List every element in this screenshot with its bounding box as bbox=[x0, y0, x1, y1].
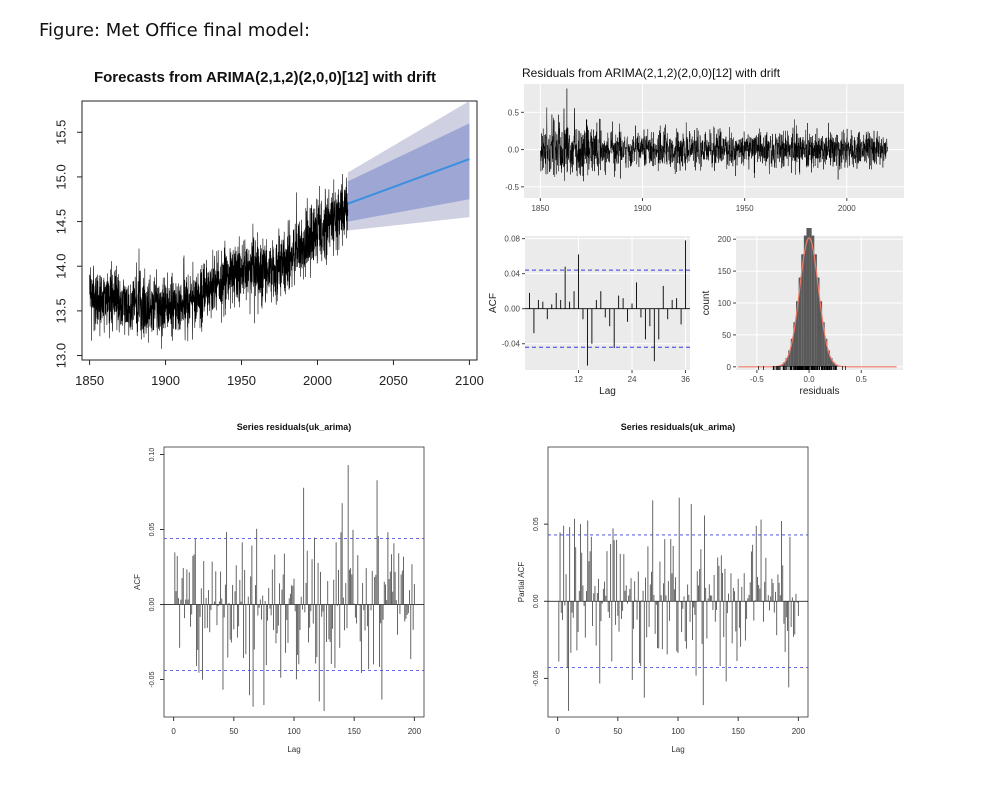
y-tick-label: 0.00 bbox=[504, 305, 520, 314]
histogram-bar bbox=[806, 228, 810, 367]
x-tick-label: 12 bbox=[574, 375, 583, 384]
x-tick-label: 100 bbox=[287, 727, 301, 736]
x-tick-label: 0.5 bbox=[856, 375, 868, 384]
x-tick-label: 200 bbox=[792, 727, 806, 736]
histogram-bar bbox=[796, 301, 799, 367]
x-tick-label: 1900 bbox=[151, 373, 180, 388]
forecast-chart: Forecasts from ARIMA(2,1,2)(2,0,0)[12] w… bbox=[53, 69, 484, 388]
y-tick-label: 0 bbox=[727, 363, 732, 372]
y-axis-label: ACF bbox=[488, 293, 499, 313]
plot-frame bbox=[547, 446, 809, 718]
x-tick-label: 150 bbox=[348, 727, 362, 736]
histogram-bar bbox=[801, 254, 804, 367]
x-tick-label: 100 bbox=[671, 727, 685, 736]
y-tick-label: 50 bbox=[722, 331, 731, 340]
y-tick-label: 0.0 bbox=[508, 146, 520, 155]
chart-title: Series residuals(uk_arima) bbox=[237, 422, 352, 432]
x-tick-label: 1950 bbox=[736, 204, 754, 213]
prediction-interval-80 bbox=[347, 123, 470, 222]
y-tick-label: 0.00 bbox=[149, 598, 156, 612]
x-tick-label: 0 bbox=[555, 727, 560, 736]
history-series-line bbox=[89, 173, 349, 349]
histogram-bar bbox=[822, 322, 825, 367]
x-axis-label: Lag bbox=[287, 745, 300, 754]
histogram-bar bbox=[819, 301, 823, 367]
histogram-bar bbox=[832, 362, 836, 367]
x-tick-label: 2050 bbox=[379, 373, 408, 388]
x-tick-label: 200 bbox=[408, 727, 422, 736]
y-tick-label: 0.5 bbox=[508, 108, 520, 117]
density-curve bbox=[738, 237, 897, 368]
y-axis-label: Partial ACF bbox=[517, 562, 526, 603]
x-tick-label: 36 bbox=[681, 375, 690, 384]
x-tick-label: 50 bbox=[229, 727, 238, 736]
chart-title: Series residuals(uk_arima) bbox=[621, 422, 736, 432]
x-tick-label: 1850 bbox=[75, 373, 104, 388]
histogram-bar bbox=[785, 357, 789, 367]
y-tick-label: 15.5 bbox=[53, 120, 68, 145]
chart-title: Residuals from ARIMA(2,1,2)(2,0,0)[12] w… bbox=[522, 66, 781, 80]
y-axis-label: count bbox=[701, 291, 712, 316]
histogram-bar bbox=[827, 350, 830, 367]
x-tick-label: 2000 bbox=[838, 204, 856, 213]
histogram-bar bbox=[824, 338, 828, 367]
histogram-bar bbox=[829, 357, 833, 367]
y-tick-label: 0.04 bbox=[504, 270, 520, 279]
histogram-bar bbox=[790, 338, 794, 367]
y-tick-label: 14.0 bbox=[53, 254, 68, 279]
y-tick-label: 0.08 bbox=[504, 235, 520, 244]
x-tick-label: 0 bbox=[171, 727, 176, 736]
x-axis-label: Lag bbox=[671, 745, 684, 754]
y-tick-label: 0.00 bbox=[533, 594, 540, 608]
x-tick-label: 1950 bbox=[227, 373, 256, 388]
y-tick-label: 0.10 bbox=[149, 448, 156, 462]
histogram-bar bbox=[809, 228, 812, 367]
y-axis-label: ACF bbox=[133, 574, 142, 590]
x-tick-label: 24 bbox=[628, 375, 637, 384]
y-tick-label: 13.5 bbox=[53, 298, 68, 323]
histogram-bar bbox=[814, 254, 817, 367]
plot-panel bbox=[525, 236, 690, 370]
histogram-bar bbox=[793, 322, 797, 367]
figure-caption: Figure: Met Office final model: bbox=[39, 20, 311, 41]
x-tick-label: 0.0 bbox=[804, 375, 816, 384]
series-pacf-chart: Series residuals(uk_arima) 0 50 100 150 200 -0… bbox=[517, 422, 809, 754]
y-tick-label: 13.0 bbox=[53, 343, 68, 368]
y-tick-label: -0.04 bbox=[502, 340, 521, 349]
residual-series-line bbox=[540, 88, 888, 182]
x-axis-label: Lag bbox=[599, 386, 616, 397]
x-tick-label: 150 bbox=[732, 727, 746, 736]
y-tick-label: 0.05 bbox=[533, 517, 540, 531]
histogram-bar bbox=[788, 350, 791, 367]
residual-acf-chart: 12 24 36 -0.04 0.00 0.04 0.08 Lag ACF bbox=[488, 235, 691, 397]
histogram-bar bbox=[816, 277, 820, 367]
y-tick-label: -0.05 bbox=[533, 670, 540, 686]
x-tick-label: -0.5 bbox=[750, 375, 764, 384]
forecast-mean-line bbox=[347, 158, 470, 205]
y-tick-label: 15.0 bbox=[53, 164, 68, 189]
histogram-bar bbox=[782, 362, 786, 367]
y-tick-label: 14.5 bbox=[53, 209, 68, 234]
chart-title: Forecasts from ARIMA(2,1,2)(2,0,0)[12] w… bbox=[94, 69, 436, 86]
residual-timeseries-chart: Residuals from ARIMA(2,1,2)(2,0,0)[12] w… bbox=[505, 66, 904, 213]
histogram-bar bbox=[811, 235, 815, 367]
x-tick-label: 50 bbox=[613, 727, 622, 736]
y-tick-label: 200 bbox=[718, 235, 732, 244]
x-tick-label: 2100 bbox=[455, 373, 484, 388]
histogram-bar bbox=[798, 277, 802, 367]
x-tick-label: 1900 bbox=[634, 204, 652, 213]
y-tick-label: -0.05 bbox=[149, 671, 156, 687]
residual-histogram-chart: -0.5 0.0 0.5 0 50 100 150 200 residuals count bbox=[701, 228, 903, 397]
histogram-bar bbox=[780, 364, 783, 367]
y-tick-label: -0.5 bbox=[505, 183, 519, 192]
histogram-bar bbox=[803, 235, 807, 367]
y-tick-label: 0.05 bbox=[149, 523, 156, 537]
y-tick-label: 100 bbox=[718, 299, 732, 308]
histogram-bar bbox=[835, 364, 838, 367]
x-tick-label: 2000 bbox=[303, 373, 332, 388]
y-tick-label: 150 bbox=[718, 267, 732, 276]
x-tick-label: 1850 bbox=[531, 204, 549, 213]
x-axis-label: residuals bbox=[799, 386, 839, 397]
series-acf-chart: Series residuals(uk_arima) 0 50 100 150 200 -0… bbox=[133, 422, 425, 754]
